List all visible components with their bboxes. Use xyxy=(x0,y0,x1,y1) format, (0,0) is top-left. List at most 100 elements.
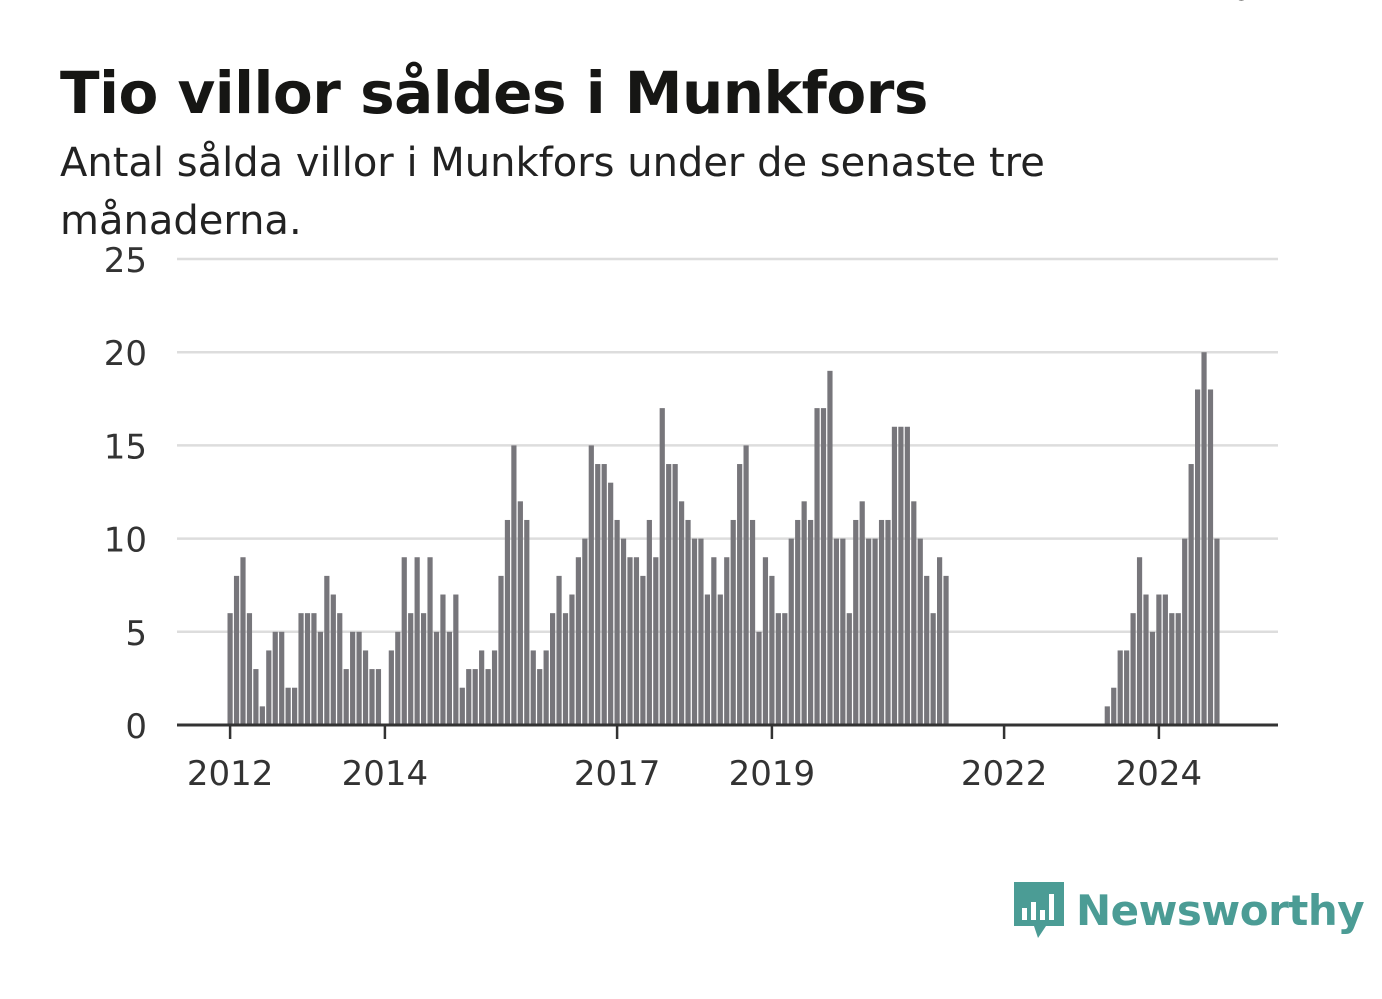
bar xyxy=(904,426,910,725)
bar xyxy=(421,613,427,725)
bar xyxy=(337,613,343,725)
bar xyxy=(246,613,253,725)
bar xyxy=(808,519,814,725)
bar xyxy=(356,631,362,725)
x-tick-label: 2024 xyxy=(1116,754,1203,794)
brand-name: Newsworthy xyxy=(1076,885,1365,935)
bar xyxy=(375,669,382,725)
bar xyxy=(569,594,575,725)
bar xyxy=(653,557,659,725)
x-tick-label: 2017 xyxy=(574,754,661,794)
x-tick-label: 2019 xyxy=(729,754,816,794)
bar xyxy=(479,650,485,725)
bar xyxy=(1149,631,1156,725)
bar xyxy=(704,594,710,725)
bar xyxy=(227,613,233,725)
y-tick-label: 5 xyxy=(125,614,147,654)
bar xyxy=(330,594,336,725)
bar xyxy=(427,557,433,725)
bar xyxy=(659,408,665,725)
bar xyxy=(601,464,607,725)
bar xyxy=(614,519,620,725)
bar xyxy=(672,464,678,725)
bar xyxy=(1162,594,1168,725)
bar xyxy=(820,408,827,725)
bar xyxy=(795,519,801,725)
bar xyxy=(279,631,285,725)
bar xyxy=(1175,613,1181,725)
bar xyxy=(304,613,311,725)
bar xyxy=(1201,352,1207,725)
y-tick-label: 10 xyxy=(104,521,147,561)
bar xyxy=(498,575,504,725)
bar xyxy=(324,575,330,725)
x-tick-label: 2012 xyxy=(187,754,274,794)
y-tick-label: 25 xyxy=(104,241,147,281)
bar xyxy=(749,519,756,725)
bar xyxy=(266,650,272,725)
bar xyxy=(866,538,872,725)
y-tick-label: 15 xyxy=(104,427,147,467)
bar xyxy=(788,538,794,725)
bar xyxy=(233,575,240,725)
bar xyxy=(485,669,491,725)
bar xyxy=(562,613,569,725)
x-tick-label: 2014 xyxy=(342,754,429,794)
bar xyxy=(943,575,949,725)
bar xyxy=(530,650,536,725)
bar xyxy=(717,594,723,725)
bar xyxy=(1195,389,1201,725)
bar xyxy=(1111,687,1117,725)
bar xyxy=(343,669,349,725)
y-tick-label: 20 xyxy=(104,334,147,374)
bar xyxy=(846,613,852,725)
bar xyxy=(769,575,775,725)
bar xyxy=(369,669,375,725)
bar xyxy=(878,519,885,725)
bar xyxy=(285,687,291,725)
bar xyxy=(814,408,820,725)
bar xyxy=(1169,613,1175,725)
bar xyxy=(917,538,923,725)
bar xyxy=(827,370,833,725)
bar xyxy=(414,557,420,725)
bar xyxy=(743,445,749,725)
bar xyxy=(730,519,736,725)
bar xyxy=(1143,594,1149,725)
bar xyxy=(891,426,898,725)
bar xyxy=(240,557,246,725)
newsworthy-brand[interactable]: Newsworthy xyxy=(1012,880,1365,940)
bar xyxy=(685,519,691,725)
bar xyxy=(543,650,549,725)
bar xyxy=(440,594,446,725)
bar xyxy=(698,538,704,725)
bar xyxy=(588,445,594,725)
bar xyxy=(691,538,698,725)
bar xyxy=(737,464,743,725)
bar xyxy=(350,631,356,725)
bar xyxy=(646,519,652,725)
bar xyxy=(937,557,943,725)
bar xyxy=(1214,538,1220,725)
bar xyxy=(872,538,878,725)
bar xyxy=(711,557,717,725)
bar xyxy=(491,650,498,725)
bar xyxy=(801,501,807,725)
bar xyxy=(885,519,891,725)
bar xyxy=(459,687,465,725)
bar xyxy=(1104,706,1110,725)
bar xyxy=(537,669,543,725)
bar xyxy=(775,613,781,725)
bar xyxy=(1188,464,1194,725)
bar xyxy=(633,557,640,725)
bar xyxy=(511,445,517,725)
bar xyxy=(1130,613,1136,725)
bar xyxy=(504,519,511,725)
newsworthy-chart-bubble-icon xyxy=(1014,882,1064,938)
bar xyxy=(1136,557,1143,725)
bar xyxy=(1207,389,1214,725)
bar xyxy=(311,613,317,725)
bar xyxy=(724,557,730,725)
bar xyxy=(924,575,930,725)
